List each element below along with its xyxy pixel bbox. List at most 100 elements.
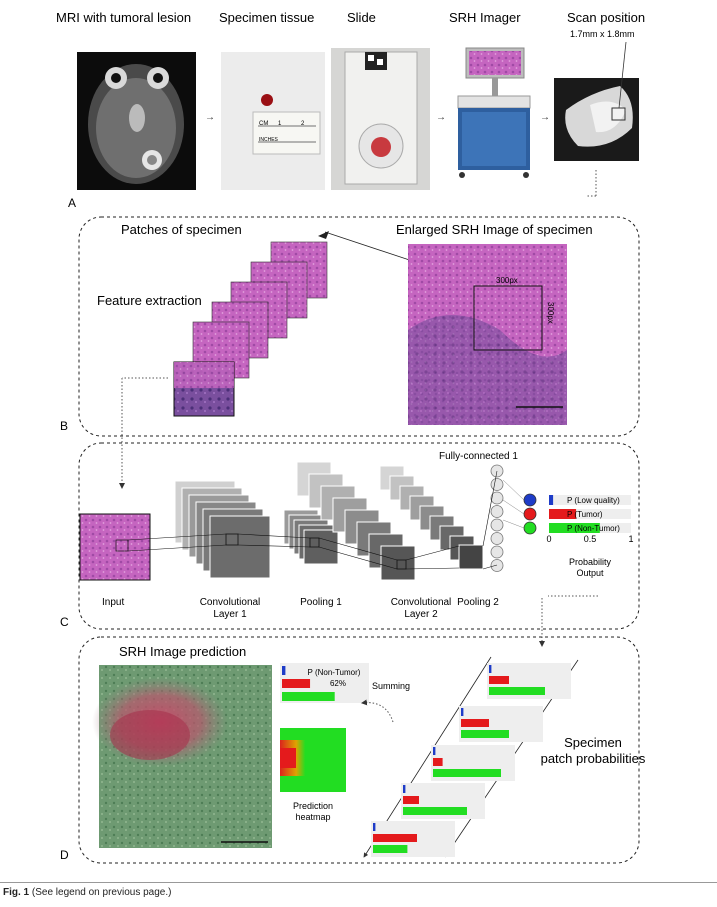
specimen-photo: CM 1 2 INCHES bbox=[221, 52, 325, 190]
panel-c-letter: C bbox=[60, 615, 69, 629]
fc-output-link bbox=[502, 519, 525, 529]
fc-output-link bbox=[502, 479, 525, 501]
conv2-line1: Convolutional bbox=[391, 597, 452, 608]
patch-bar bbox=[489, 676, 509, 684]
output-node bbox=[523, 521, 537, 535]
panel-d: SRH Image prediction P (Non-Tumor) 62% S… bbox=[60, 636, 646, 864]
fc-node bbox=[490, 478, 504, 491]
px-vertical: 300px bbox=[546, 302, 555, 324]
conv-layer-1 bbox=[174, 480, 271, 579]
fc-node bbox=[490, 491, 504, 505]
figure-caption: Fig. 1 (See legend on previous page.) bbox=[3, 887, 171, 898]
ruler-cm: CM bbox=[259, 121, 268, 127]
enlarged-title: Enlarged SRH Image of specimen bbox=[396, 222, 593, 237]
patch-probs-line2: patch probabilities bbox=[541, 751, 646, 766]
prob-output-line2: Output bbox=[576, 568, 604, 578]
prediction-title: SRH Image prediction bbox=[119, 644, 246, 659]
feature-extraction-label: Feature extraction bbox=[97, 293, 202, 308]
patch-bar bbox=[373, 823, 376, 831]
output-node bbox=[523, 493, 537, 507]
prediction-heatmap bbox=[280, 728, 346, 792]
step-label-mri: MRI with tumoral lesion bbox=[56, 10, 191, 25]
fc-node bbox=[490, 559, 504, 572]
pool1-label: Pooling 1 bbox=[300, 597, 342, 608]
axis-0: 0 bbox=[546, 534, 551, 544]
prob-bar bbox=[549, 523, 600, 533]
patch-bar bbox=[403, 807, 467, 815]
patch-bar bbox=[373, 834, 417, 842]
output-nodes bbox=[502, 479, 537, 535]
step-label-scan-position: Scan position bbox=[567, 10, 645, 25]
patch-bar bbox=[433, 747, 436, 755]
summary-bars bbox=[282, 666, 335, 701]
input-label: Input bbox=[102, 597, 124, 608]
patch-bar bbox=[461, 730, 509, 738]
patch-bar bbox=[461, 719, 489, 727]
caption-label: Fig. 1 bbox=[3, 887, 30, 898]
patches-title: Patches of specimen bbox=[121, 222, 242, 237]
input-image bbox=[79, 513, 151, 581]
ruler-1: 1 bbox=[278, 121, 282, 127]
panel-a-letter: A bbox=[68, 196, 76, 210]
summary-label: P (Non-Tumor) bbox=[308, 668, 361, 677]
pool2-label: Pooling 2 bbox=[457, 597, 499, 608]
panel-a: MRI with tumoral lesion Specimen tissue … bbox=[56, 10, 645, 210]
panel-b: Patches of specimen Enlarged SRH Image o… bbox=[60, 216, 640, 489]
fc-node bbox=[490, 518, 504, 532]
conv1-line1: Convolutional bbox=[200, 597, 261, 608]
patch-bar bbox=[373, 845, 408, 853]
pooling-1 bbox=[283, 509, 339, 565]
panel-d-letter: D bbox=[60, 848, 69, 862]
heatmap-line2: heatmap bbox=[295, 812, 330, 822]
px-horizontal: 300px bbox=[496, 276, 518, 285]
pooling-2 bbox=[379, 465, 484, 570]
patch-bar bbox=[489, 687, 545, 695]
patch-probability-bars bbox=[371, 663, 571, 857]
slide-photo bbox=[331, 48, 430, 190]
patch-bar bbox=[489, 665, 492, 673]
fc-label: Fully-connected 1 bbox=[439, 451, 518, 462]
step-label-specimen: Specimen tissue bbox=[219, 10, 314, 25]
conv-layer-2 bbox=[296, 461, 416, 581]
ruler-2: 2 bbox=[301, 121, 305, 127]
summary-pct: 62% bbox=[330, 679, 346, 688]
summary-bar bbox=[282, 692, 335, 701]
step-label-slide: Slide bbox=[347, 10, 376, 25]
srh-imager-illustration bbox=[457, 47, 531, 178]
patch-bar bbox=[403, 785, 406, 793]
prob-output-line1: Probability bbox=[569, 557, 612, 567]
prob-bar-label: P (Tumor) bbox=[567, 510, 603, 519]
arrow-a4: → bbox=[540, 112, 550, 123]
scan-size-label: 1.7mm x 1.8mm bbox=[570, 29, 635, 39]
prob-bar bbox=[549, 495, 554, 505]
prob-bar-label: P (Low quality) bbox=[567, 496, 620, 505]
probability-bars: P (Low quality) P (Tumor) P (Non-Tumor) bbox=[549, 495, 631, 533]
ruler-inches: INCHES bbox=[259, 137, 279, 143]
output-node bbox=[523, 507, 537, 521]
caption-divider bbox=[0, 882, 717, 883]
patch-stack bbox=[173, 241, 328, 417]
prediction-image bbox=[92, 665, 272, 848]
fc-output-link bbox=[502, 499, 525, 515]
arrow-a3: → bbox=[436, 112, 446, 123]
enlarged-srh-image: 300px 300px bbox=[408, 244, 567, 425]
prob-bar-label: P (Non-Tumor) bbox=[567, 524, 620, 533]
mri-image bbox=[77, 52, 196, 190]
prob-bar-bg bbox=[549, 495, 631, 505]
summary-bar bbox=[282, 679, 311, 688]
summary-bar bbox=[282, 666, 286, 675]
fc-node bbox=[490, 532, 504, 545]
fc-nodes bbox=[490, 464, 504, 572]
fc-node bbox=[490, 505, 504, 518]
conv2-line2: Layer 2 bbox=[404, 609, 438, 620]
scan-position-image bbox=[554, 41, 639, 161]
prob-bar bbox=[549, 509, 577, 519]
fc-node bbox=[490, 545, 504, 559]
step-label-srh-imager: SRH Imager bbox=[449, 10, 521, 25]
axis-1: 1 bbox=[628, 534, 633, 544]
panel-b-letter: B bbox=[60, 419, 68, 433]
panel-c: Fully-connected 1 Input Convolutional La… bbox=[60, 442, 640, 647]
heatmap-line1: Prediction bbox=[293, 801, 333, 811]
arrow-a1: → bbox=[205, 112, 215, 123]
